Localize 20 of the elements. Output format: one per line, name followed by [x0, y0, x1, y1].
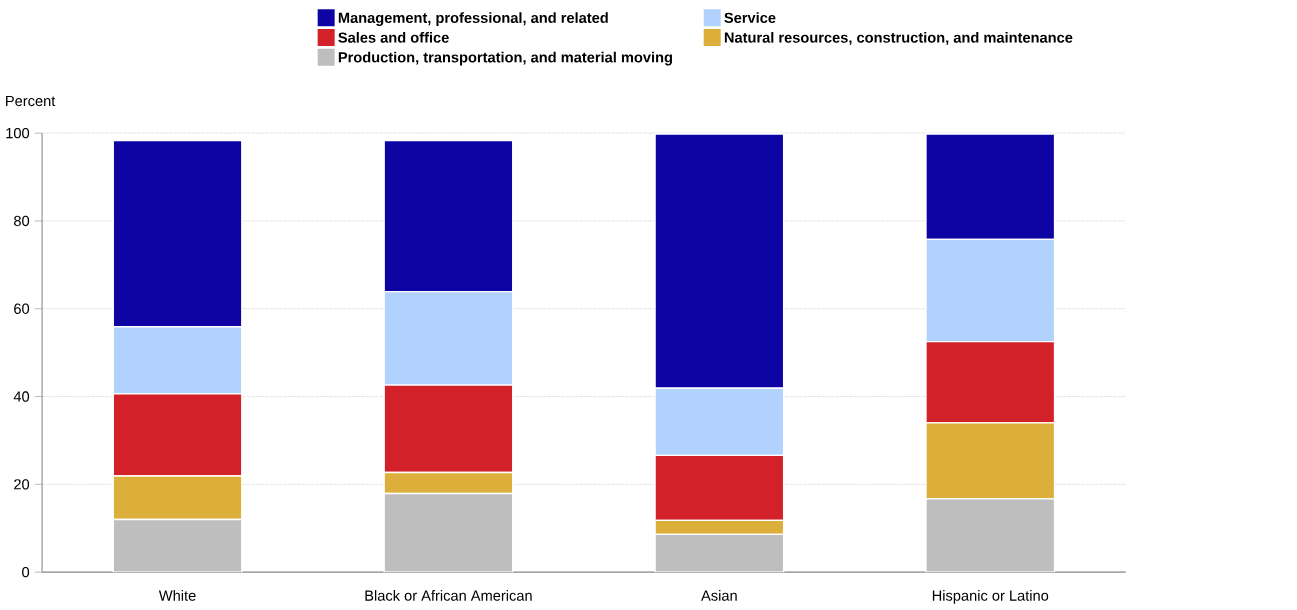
- x-tick-label: Black or African American: [365, 590, 532, 601]
- bar: [654, 533, 785, 573]
- y-tick-label: 40: [13, 391, 30, 402]
- legend-label: Sales and office: [338, 32, 449, 43]
- bar: [383, 492, 514, 573]
- legend-label: Management, professional, and related: [338, 12, 608, 27]
- bar: [925, 498, 1056, 573]
- y-tick-label: 100: [6, 128, 30, 139]
- y-tick-label: 20: [14, 479, 30, 490]
- legend-label: Service: [724, 12, 776, 24]
- legend-label: Production, transportation, and material moving: [338, 51, 672, 66]
- x-tick-label: White: [158, 590, 196, 601]
- y-axis-title: Percent: [6, 96, 56, 107]
- y-tick-label: 60: [14, 303, 30, 315]
- y-tick-label: 80: [14, 215, 30, 227]
- x-tick-label: Hispanic or Latino: [932, 590, 1049, 604]
- x-tick-label: Asian: [701, 590, 737, 601]
- y-tick-label: 0: [22, 567, 30, 578]
- bar: [112, 518, 243, 573]
- legend-label: Natural resources, construction, and maintenance: [724, 32, 1073, 45]
